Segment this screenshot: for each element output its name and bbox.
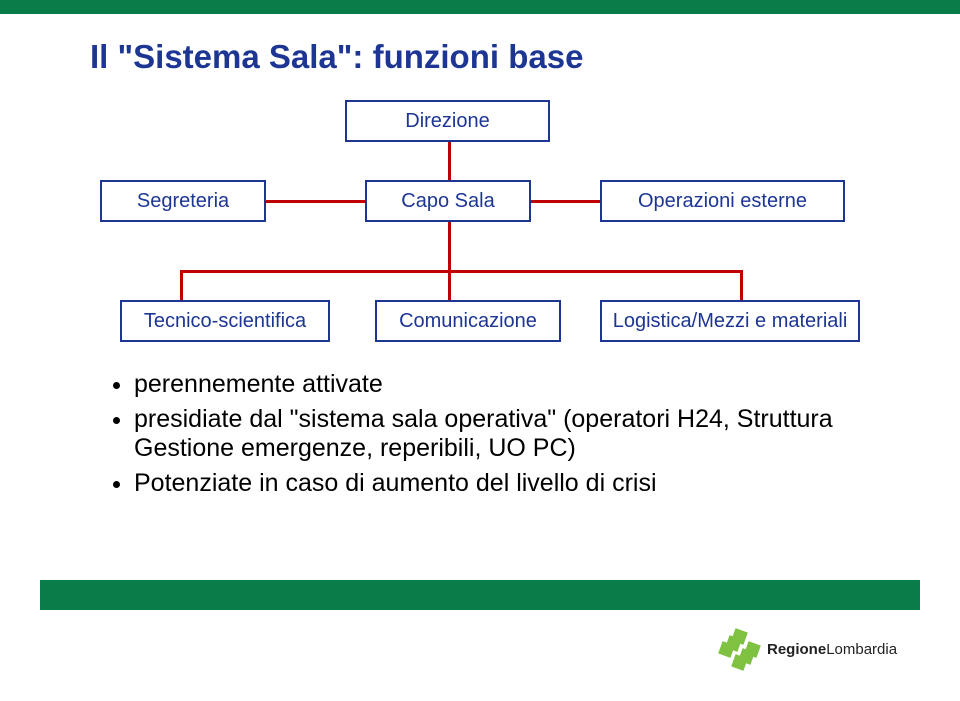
logo-cross-icon bbox=[720, 630, 759, 669]
box-label: Direzione bbox=[405, 110, 489, 133]
logo-text: RegioneLombardia bbox=[767, 641, 897, 658]
top-bar bbox=[0, 0, 960, 14]
box-label: Operazioni esterne bbox=[638, 190, 807, 213]
connector-line bbox=[531, 200, 600, 203]
box-tecnico: Tecnico-scientifica bbox=[120, 300, 330, 342]
box-label: Tecnico-scientifica bbox=[144, 310, 306, 333]
box-opesterne: Operazioni esterne bbox=[600, 180, 845, 222]
connector-line bbox=[266, 200, 365, 203]
regione-logo: RegioneLombardia bbox=[720, 630, 897, 669]
bullet-list: perennemente attivate presidiate dal "si… bbox=[110, 370, 850, 504]
box-label: Capo Sala bbox=[401, 190, 494, 213]
bullet-item: perennemente attivate bbox=[134, 370, 850, 399]
bullet-item: Potenziate in caso di aumento del livell… bbox=[134, 469, 850, 498]
connector-line bbox=[448, 222, 451, 270]
box-comunicazione: Comunicazione bbox=[375, 300, 561, 342]
box-segreteria: Segreteria bbox=[100, 180, 266, 222]
box-logistica: Logistica/Mezzi e materiali bbox=[600, 300, 860, 342]
box-direzione: Direzione bbox=[345, 100, 550, 142]
box-label: Segreteria bbox=[137, 190, 229, 213]
connector-line bbox=[180, 270, 740, 273]
box-label: Logistica/Mezzi e materiali bbox=[613, 310, 848, 333]
bullet-item: presidiate dal "sistema sala operativa" … bbox=[134, 405, 850, 463]
box-caposala: Capo Sala bbox=[365, 180, 531, 222]
bottom-bar bbox=[40, 580, 920, 610]
connector-line bbox=[448, 270, 451, 300]
connector-line bbox=[448, 142, 451, 180]
page-title: Il "Sistema Sala": funzioni base bbox=[90, 38, 583, 76]
connector-line bbox=[180, 270, 183, 300]
connector-line bbox=[740, 270, 743, 300]
box-label: Comunicazione bbox=[399, 310, 537, 333]
